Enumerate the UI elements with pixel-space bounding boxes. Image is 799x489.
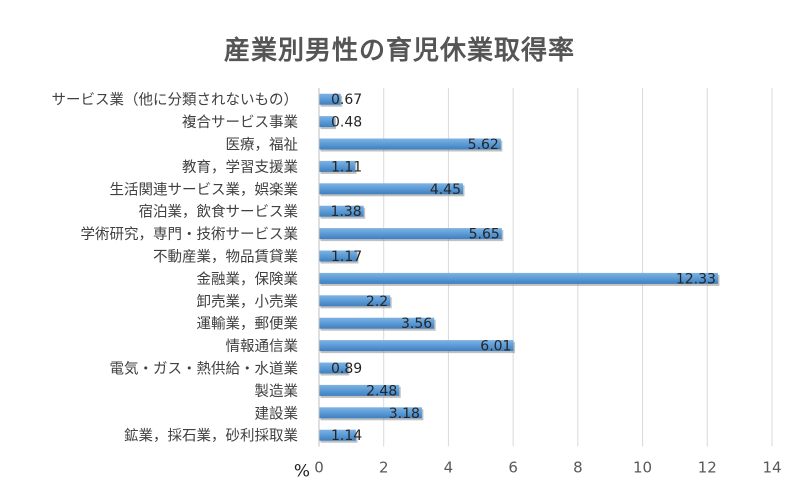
- bar: [319, 205, 364, 217]
- x-tick-label: 4: [444, 458, 454, 476]
- data-label: 0.67: [331, 92, 362, 108]
- chart-title: 産業別男性の育児休業取得率: [223, 36, 575, 66]
- category-label: 建設業: [255, 405, 299, 422]
- category-label: 医療，福祉: [226, 137, 299, 154]
- bar: [319, 384, 400, 396]
- x-tick-label: 0: [314, 458, 324, 476]
- x-tick-label: 14: [762, 458, 781, 476]
- data-label: 12.33: [676, 271, 716, 287]
- data-label: 3.56: [401, 316, 432, 332]
- bar: [319, 228, 502, 240]
- bar: [319, 116, 335, 128]
- category-label: 電気・ガス・熱供給・水道業: [110, 361, 299, 378]
- data-label: 4.45: [430, 182, 461, 198]
- data-label: 1.11: [331, 159, 362, 175]
- category-label: 教育，学習支援業: [182, 159, 298, 176]
- x-axis-title: %: [294, 461, 310, 481]
- bar: [319, 340, 514, 352]
- category-label: 宿泊業，飲食サービス業: [139, 204, 299, 221]
- x-tick-label: 12: [698, 458, 717, 476]
- category-label: 製造業: [255, 383, 299, 400]
- data-label: 1.17: [331, 249, 362, 265]
- category-label: 生活関連サービス業，娯楽業: [110, 181, 299, 198]
- category-label: 学術研究，専門・技術サービス業: [81, 226, 299, 243]
- data-label: 1.38: [330, 204, 361, 220]
- category-label: 鉱業，採石業，砂利採取業: [124, 427, 298, 445]
- data-label: 0.89: [331, 361, 362, 377]
- category-label: 卸売業，小売業: [197, 293, 299, 310]
- x-tick-label: 6: [508, 458, 518, 476]
- data-label: 2.48: [366, 383, 397, 399]
- category-label: 情報通信業: [226, 338, 299, 355]
- category-label: 不動産業，物品賃貸業: [153, 249, 298, 266]
- data-label: 0.48: [331, 115, 362, 131]
- bar: [319, 317, 435, 329]
- bar: [319, 183, 463, 195]
- category-label: サービス業（他に分類されないもの）: [52, 92, 299, 109]
- category-label: 運輸業，郵便業: [197, 316, 299, 333]
- data-label: 5.65: [469, 227, 500, 243]
- bar: [319, 138, 501, 150]
- bar: [319, 160, 355, 172]
- bar: [319, 429, 356, 441]
- x-tick-label: 2: [379, 458, 389, 476]
- bar: [319, 250, 357, 262]
- category-label: 複合サービス事業: [182, 114, 298, 131]
- data-label: 1.14: [331, 428, 362, 444]
- bar: [319, 295, 391, 307]
- data-label: 5.62: [468, 137, 499, 153]
- bar: [319, 272, 718, 284]
- data-label: 2.2: [366, 294, 388, 310]
- bar: [319, 93, 341, 105]
- data-label: 6.01: [480, 339, 511, 355]
- bar: [319, 407, 422, 419]
- category-label: 金融業，保険業: [197, 271, 299, 288]
- x-tick-label: 8: [573, 458, 583, 476]
- data-label: 3.18: [389, 406, 420, 422]
- x-tick-label: 10: [633, 458, 652, 476]
- bar: [319, 362, 348, 374]
